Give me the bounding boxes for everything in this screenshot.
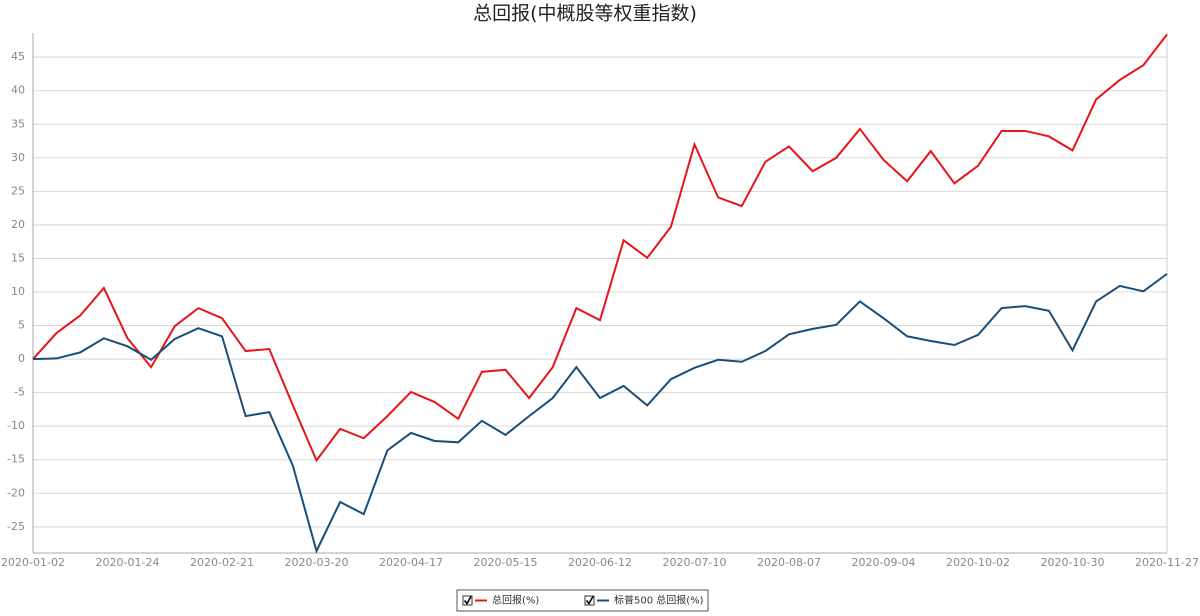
x-tick-label: 2020-04-17 [379,556,443,569]
y-tick-label: -15 [7,453,25,466]
line-series [32,273,1168,554]
y-tick-label: 10 [11,285,25,298]
legend-checkbox [462,595,473,606]
x-tick-label: 2020-01-02 [1,556,65,569]
legend-label: 总回报(%) [492,594,539,607]
y-tick-label: -25 [7,520,25,533]
x-tick-label: 2020-07-10 [663,556,727,569]
y-tick-label: 45 [11,50,25,63]
x-tick-label: 2020-02-21 [190,556,254,569]
x-tick-label: 2020-01-24 [96,556,160,569]
x-tick-label: 2020-05-15 [474,556,538,569]
x-tick-label: 2020-06-12 [568,556,632,569]
legend-check [463,596,472,605]
legend-checkbox [584,595,595,606]
y-tick-label: 35 [11,117,25,130]
x-tick-label: 2020-08-07 [757,556,821,569]
chart-title: 总回报(中概股等权重指数) [473,3,697,25]
line-series [32,33,1168,463]
x-tick-label: 2020-10-02 [946,556,1010,569]
y-tick-label: -10 [7,419,25,432]
legend-box [456,589,709,612]
x-tick-label: 2020-11-27 [1135,556,1199,569]
legend-check [585,596,594,605]
x-tick-label: 2020-09-04 [852,556,916,569]
y-tick-label: 40 [11,84,25,97]
y-tick-label: 25 [11,184,25,197]
x-tick-label: 2020-10-30 [1041,556,1105,569]
y-tick-label: 20 [11,218,25,231]
y-tick-label: -20 [7,486,25,499]
y-tick-label: 5 [18,319,25,332]
legend-label: 标普500 总回报(%) [614,594,704,607]
y-tick-label: -5 [14,386,25,399]
y-tick-label: 15 [11,251,25,264]
y-tick-label: 0 [18,352,25,365]
x-tick-label: 2020-03-20 [285,556,349,569]
y-tick-label: 30 [11,151,25,164]
